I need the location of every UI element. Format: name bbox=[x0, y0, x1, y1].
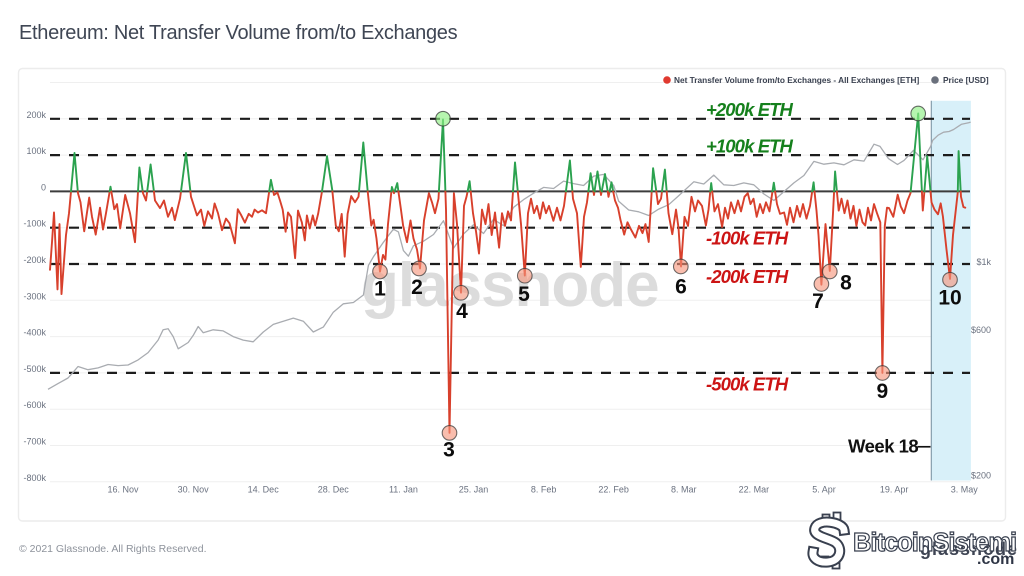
svg-text:4: 4 bbox=[456, 300, 468, 323]
svg-text:-300k: -300k bbox=[23, 291, 46, 301]
svg-text:-400k: -400k bbox=[23, 328, 46, 338]
svg-text:-500k ETH: -500k ETH bbox=[706, 374, 789, 395]
svg-text:7: 7 bbox=[812, 290, 824, 313]
svg-text:25. Jan: 25. Jan bbox=[459, 485, 489, 495]
svg-text:8: 8 bbox=[840, 272, 852, 295]
svg-text:22. Feb: 22. Feb bbox=[598, 485, 629, 495]
svg-text:3. May: 3. May bbox=[951, 485, 979, 495]
svg-text:-600k: -600k bbox=[23, 400, 46, 410]
svg-text:Week 18: Week 18 bbox=[848, 436, 918, 457]
svg-text:-200k ETH: -200k ETH bbox=[706, 266, 789, 287]
svg-text:-200k: -200k bbox=[23, 255, 46, 265]
svg-text:5. Apr: 5. Apr bbox=[812, 485, 836, 495]
svg-text:glassnode: glassnode bbox=[920, 539, 1018, 559]
svg-text:$200: $200 bbox=[971, 471, 991, 481]
svg-text:22. Mar: 22. Mar bbox=[739, 485, 770, 495]
svg-text:19. Apr: 19. Apr bbox=[880, 485, 909, 495]
svg-text:11. Jan: 11. Jan bbox=[389, 485, 418, 495]
svg-text:5: 5 bbox=[518, 283, 530, 306]
svg-text:0: 0 bbox=[41, 182, 46, 192]
svg-text:6: 6 bbox=[675, 276, 687, 299]
svg-text:© 2021 Glassnode. All Rights R: © 2021 Glassnode. All Rights Reserved. bbox=[19, 543, 207, 555]
svg-text:-800k: -800k bbox=[23, 473, 46, 483]
svg-text:-100k: -100k bbox=[23, 219, 46, 229]
svg-text:200k: 200k bbox=[26, 110, 46, 120]
svg-text:.com: .com bbox=[977, 551, 1014, 568]
svg-text:2: 2 bbox=[411, 276, 423, 299]
svg-text:8. Mar: 8. Mar bbox=[671, 485, 697, 495]
svg-text:$600: $600 bbox=[971, 325, 991, 335]
svg-text:100k: 100k bbox=[26, 146, 46, 156]
svg-text:28. Dec: 28. Dec bbox=[318, 485, 350, 495]
svg-text:16. Nov: 16. Nov bbox=[107, 485, 139, 495]
svg-text:-100k ETH: -100k ETH bbox=[706, 228, 789, 249]
svg-text:30. Nov: 30. Nov bbox=[178, 485, 210, 495]
svg-text:14. Dec: 14. Dec bbox=[248, 485, 280, 495]
svg-text:Price [USD]: Price [USD] bbox=[943, 75, 989, 85]
svg-text:3: 3 bbox=[443, 439, 455, 462]
svg-text:-500k: -500k bbox=[23, 364, 46, 374]
svg-text:1: 1 bbox=[374, 278, 386, 301]
svg-text:-700k: -700k bbox=[23, 437, 46, 447]
svg-text:9: 9 bbox=[877, 380, 889, 403]
svg-text:$1k: $1k bbox=[976, 257, 991, 267]
svg-text:+200k ETH: +200k ETH bbox=[706, 99, 794, 120]
svg-text:Ethereum: Net Transfer Volume: Ethereum: Net Transfer Volume from/to Ex… bbox=[19, 22, 458, 44]
svg-text:glassnode: glassnode bbox=[361, 251, 659, 320]
svg-text:8. Feb: 8. Feb bbox=[531, 485, 557, 495]
svg-text:10: 10 bbox=[938, 287, 961, 310]
svg-text:+100k ETH: +100k ETH bbox=[706, 135, 794, 156]
svg-text:Net Transfer Volume from/to Ex: Net Transfer Volume from/to Exchanges - … bbox=[674, 75, 920, 85]
svg-text:BitcoinSistemi: BitcoinSistemi bbox=[853, 529, 1016, 557]
